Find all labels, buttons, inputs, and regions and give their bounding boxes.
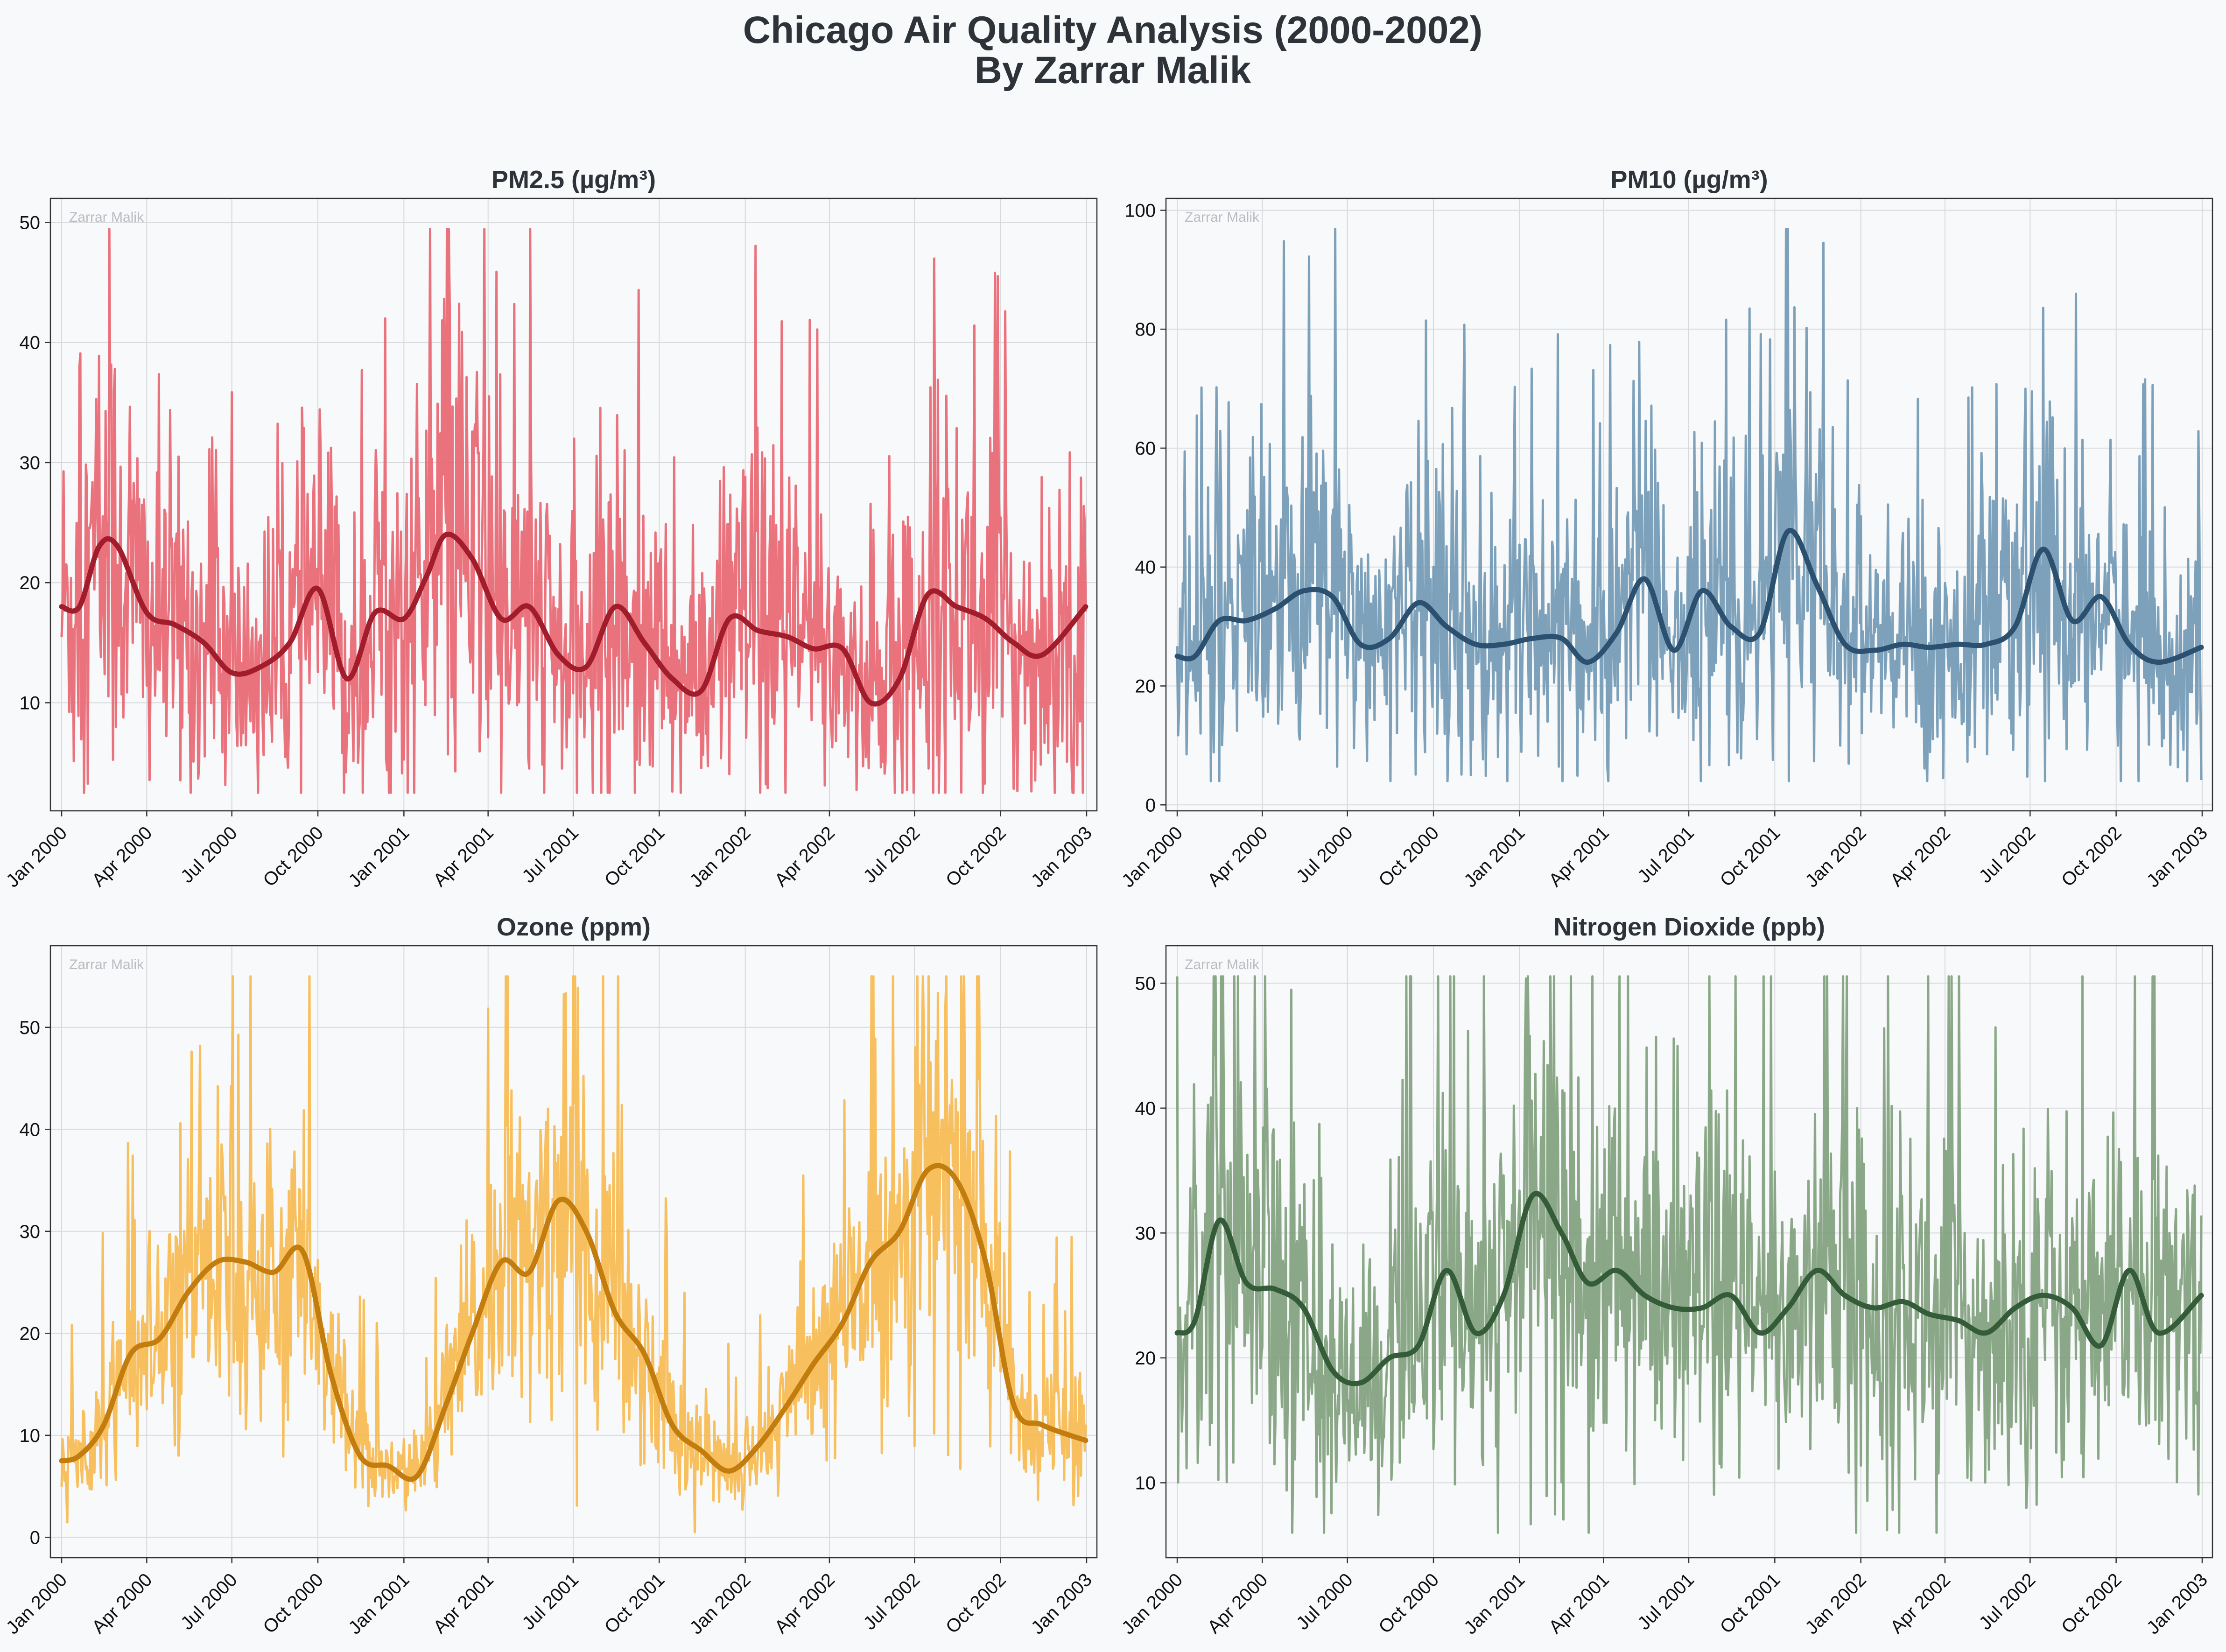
rolling-mean-line xyxy=(1174,527,2204,665)
rolling-mean-line xyxy=(59,1163,1088,1482)
watermark: Zarrar Malik xyxy=(69,210,144,225)
chart-pm10-g-m: Jan 2000 Apr 2000 Jul 2000 Oct 2000 Jan 2001… xyxy=(1118,166,2213,892)
y-tick-label: 0 xyxy=(1145,795,1156,815)
figure-title: Chicago Air Quality Analysis (2000-2002) xyxy=(743,9,1482,51)
y-tick-label: 30 xyxy=(1135,1223,1156,1244)
y-tick-label: 50 xyxy=(20,1018,41,1038)
y-tick-label: 10 xyxy=(1135,1473,1156,1493)
chart-ozone-ppm: Jan 2000 Apr 2000 Jul 2000 Oct 2000 Jan 2001… xyxy=(2,913,1098,1638)
axes-frame xyxy=(1165,197,2213,812)
y-tick-label: 30 xyxy=(20,1222,41,1242)
y-tick-label: 60 xyxy=(1135,438,1156,459)
figure-subtitle: By Zarrar Malik xyxy=(975,49,1251,91)
y-tick-label: 20 xyxy=(20,1323,41,1344)
watermark: Zarrar Malik xyxy=(1185,957,1260,972)
y-tick-label: 0 xyxy=(30,1527,40,1548)
y-tick-label: 20 xyxy=(20,573,41,593)
axes-frame xyxy=(1165,945,2213,1559)
chart-title: PM10 (µg/m³) xyxy=(1610,166,1768,194)
watermark: Zarrar Malik xyxy=(1185,210,1260,225)
chart-title: Nitrogen Dioxide (ppb) xyxy=(1553,913,1825,941)
rolling-mean-line xyxy=(1174,1191,2204,1386)
axes-frame xyxy=(49,945,1098,1559)
rolling-mean-line xyxy=(59,531,1088,707)
y-tick-label: 10 xyxy=(20,1426,41,1446)
y-tick-label: 30 xyxy=(20,453,41,473)
y-tick-label: 40 xyxy=(1135,557,1156,578)
chart-title: PM2.5 (µg/m³) xyxy=(492,166,656,194)
chart-nitrogen-dioxide-ppb: Jan 2000 Apr 2000 Jul 2000 Oct 2000 Jan 2001… xyxy=(1118,913,2213,1638)
daily-series-line xyxy=(60,975,1087,1533)
y-tick-label: 100 xyxy=(1124,200,1156,221)
watermark: Zarrar Malik xyxy=(69,957,144,972)
y-tick-label: 40 xyxy=(1135,1098,1156,1119)
axes-frame xyxy=(49,197,1098,812)
y-tick-label: 40 xyxy=(20,333,41,353)
y-tick-label: 80 xyxy=(1135,319,1156,340)
chart-title: Ozone (ppm) xyxy=(497,913,651,941)
y-tick-label: 20 xyxy=(1135,1348,1156,1369)
y-tick-label: 10 xyxy=(20,693,41,713)
daily-series-line xyxy=(1176,975,2203,1534)
y-tick-label: 20 xyxy=(1135,676,1156,697)
y-tick-label: 50 xyxy=(20,212,41,233)
y-tick-label: 50 xyxy=(1135,973,1156,994)
chart-pm2-5-g-m: Jan 2000 Apr 2000 Jul 2000 Oct 2000 Jan 2001… xyxy=(2,166,1098,892)
y-tick-label: 40 xyxy=(20,1119,41,1140)
